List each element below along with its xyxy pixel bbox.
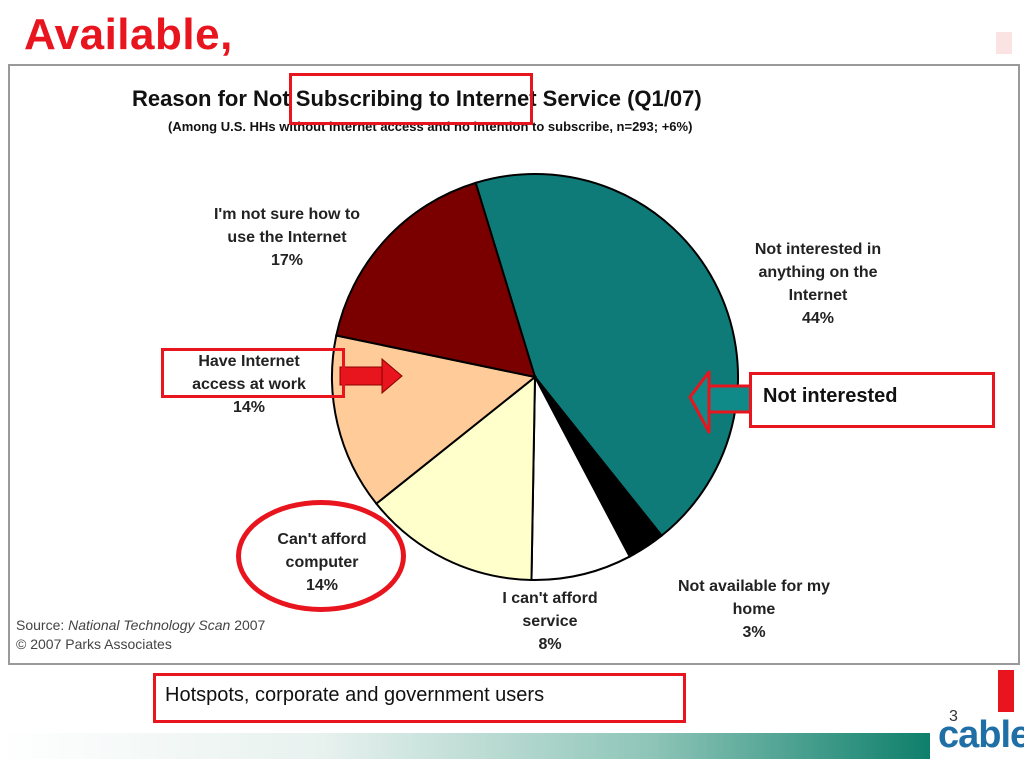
slice-label-line: service	[522, 613, 578, 630]
slice-label-line: access at work	[192, 376, 306, 393]
slice-label-pct: 44%	[801, 310, 835, 327]
pie-slice	[474, 173, 739, 538]
right-arrow-icon	[339, 357, 403, 395]
source-year: 2007	[234, 617, 266, 633]
source-note: Source: National Technology Scan 2007 © …	[16, 616, 265, 654]
cable-logo: cable	[938, 714, 1024, 756]
slice-label-pct: 3%	[742, 624, 766, 641]
callout-box	[749, 372, 995, 428]
slice-label-not-interested: Not interested in anything on the Intern…	[738, 238, 898, 330]
slice-label-line: I can't afford	[502, 590, 598, 607]
slice-label-line: I'm not sure how to	[213, 206, 361, 223]
slice-label-not-sure: I'm not sure how to use the Internet 17%	[178, 203, 396, 272]
source-line: Source: National Technology Scan 2007	[16, 616, 265, 635]
slice-label-pct: 8%	[538, 636, 562, 653]
left-arrow-icon	[688, 370, 753, 434]
callout-text: Not interested	[763, 385, 898, 407]
slice-label-line: anything on the	[758, 264, 878, 281]
slice-label-line: home	[732, 601, 776, 618]
slice-label-line: use the Internet	[227, 229, 347, 246]
slice-label-access-at-work: Have Internet access at work 14%	[163, 350, 335, 419]
corner-mark	[996, 32, 1012, 54]
slice-label-line: Internet	[788, 287, 848, 304]
label-highlight-box	[161, 348, 345, 398]
copyright: © 2007 Parks Associates	[16, 636, 172, 652]
slide-title: Available,	[24, 10, 233, 59]
slice-label-cant-afford-service: I can't afford service 8%	[480, 587, 620, 656]
pie-slice	[335, 181, 537, 379]
chart-title: Reason for Not Subscribing to Internet S…	[132, 86, 702, 111]
slice-label-line: Not available for my	[677, 578, 831, 595]
bottom-note-box	[153, 673, 686, 723]
label-highlight-oval	[236, 500, 406, 612]
title-highlight-box	[289, 73, 533, 125]
pie-slice	[374, 374, 537, 581]
source-label: Source:	[16, 617, 65, 633]
footer-gradient-band	[0, 733, 930, 759]
slice-label-line: Not interested in	[754, 241, 882, 258]
page-number: 3	[949, 708, 958, 725]
slice-label-not-available: Not available for my home 3%	[654, 575, 854, 644]
slice-label-pct: 14%	[232, 399, 266, 416]
bottom-note-text: Hotspots, corporate and government users	[165, 684, 545, 706]
slice-label-pct: 17%	[270, 252, 304, 269]
logo-mark	[998, 670, 1014, 712]
source-name: National Technology Scan	[68, 617, 231, 633]
slice-label-line: Have Internet	[198, 353, 300, 370]
pie-slice	[530, 376, 632, 581]
